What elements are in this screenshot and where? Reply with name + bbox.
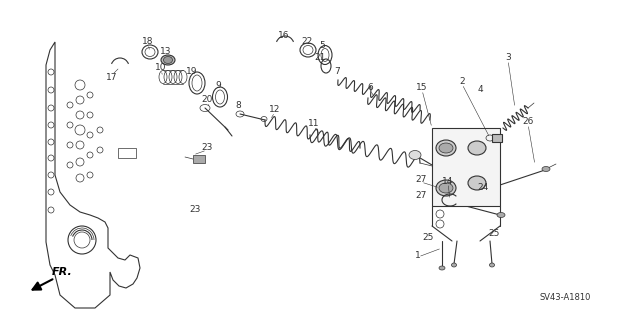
Text: 2: 2 (459, 78, 465, 86)
Text: 17: 17 (106, 73, 118, 83)
Text: 1: 1 (415, 250, 421, 259)
Text: 21: 21 (314, 54, 326, 63)
Ellipse shape (542, 167, 550, 172)
Ellipse shape (439, 183, 453, 193)
Text: 10: 10 (156, 63, 167, 72)
Text: 22: 22 (301, 36, 312, 46)
Ellipse shape (497, 212, 505, 218)
Text: 25: 25 (422, 233, 434, 241)
Text: 19: 19 (186, 68, 198, 77)
Ellipse shape (490, 263, 495, 267)
Text: 25: 25 (488, 229, 500, 239)
Text: 3: 3 (505, 54, 511, 63)
Text: 14: 14 (442, 176, 454, 186)
Text: 23: 23 (189, 205, 201, 214)
Ellipse shape (163, 56, 173, 63)
Text: 6: 6 (367, 84, 373, 93)
Bar (118, 148, 136, 158)
Text: 11: 11 (308, 120, 320, 129)
Text: SV43-A1810: SV43-A1810 (540, 293, 591, 301)
Text: 24: 24 (477, 182, 488, 191)
Ellipse shape (439, 143, 453, 153)
Text: 18: 18 (142, 38, 154, 47)
Text: 4: 4 (477, 85, 483, 94)
Text: 23: 23 (202, 144, 212, 152)
Text: 5: 5 (319, 41, 325, 49)
Text: 20: 20 (202, 95, 212, 105)
Ellipse shape (468, 176, 486, 190)
Text: 27: 27 (415, 175, 427, 184)
Text: 7: 7 (334, 66, 340, 76)
Ellipse shape (439, 266, 445, 270)
Ellipse shape (436, 180, 456, 196)
Text: 27: 27 (415, 191, 427, 201)
Ellipse shape (468, 141, 486, 155)
Ellipse shape (451, 263, 456, 267)
Bar (193, 155, 205, 163)
Text: 26: 26 (522, 117, 534, 127)
Text: 8: 8 (235, 100, 241, 109)
Bar (432, 128, 500, 206)
Text: 16: 16 (278, 32, 290, 41)
Ellipse shape (409, 151, 421, 160)
Text: 15: 15 (416, 84, 428, 93)
Bar (492, 134, 502, 142)
Ellipse shape (161, 55, 175, 65)
Text: 9: 9 (215, 81, 221, 91)
Text: 13: 13 (160, 47, 172, 56)
Text: 12: 12 (269, 106, 281, 115)
Ellipse shape (436, 140, 456, 156)
Text: FR.: FR. (52, 267, 73, 277)
